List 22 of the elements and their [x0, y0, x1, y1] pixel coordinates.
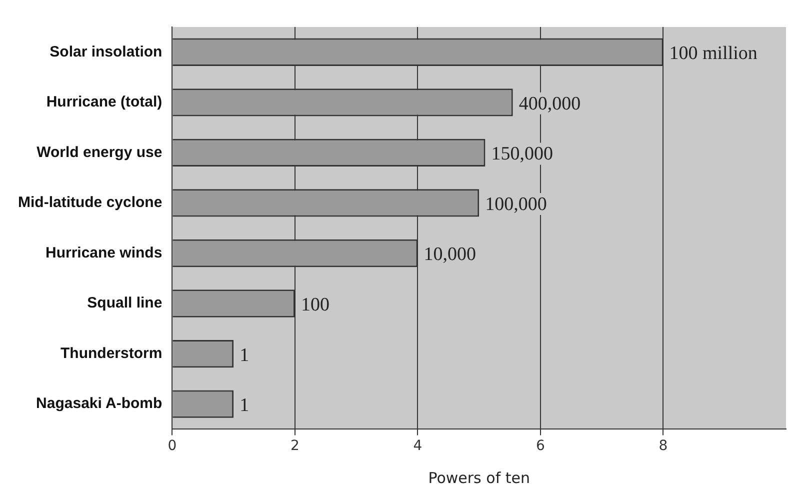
- y-tick-label: Thunderstorm: [60, 344, 162, 362]
- y-tick-label: Nagasaki A-bomb: [36, 395, 162, 412]
- x-tick-label: 8: [658, 438, 668, 454]
- x-axis-title: Powers of ten: [428, 468, 530, 487]
- y-tick-label: Squall line: [87, 294, 162, 312]
- x-tick-label: 4: [413, 438, 422, 454]
- x-tick-label: 0: [168, 438, 177, 454]
- annotation: 100 million: [669, 43, 758, 64]
- annotation: 10,000: [424, 244, 476, 266]
- y-tick-label: Hurricane winds: [45, 244, 162, 262]
- annotation: 1: [240, 395, 250, 416]
- annotation: 100: [300, 294, 330, 316]
- x-tick-label: 6: [536, 438, 546, 454]
- annotation: 400,000: [518, 93, 581, 114]
- annotation: 1: [240, 344, 250, 366]
- annotation: 150,000: [491, 144, 553, 165]
- annotation: 100,000: [485, 194, 547, 215]
- y-tick-label: Solar insolation: [50, 43, 162, 60]
- y-tick-label: Mid-latitude cyclone: [18, 194, 162, 212]
- y-tick-label: World energy use: [36, 144, 162, 161]
- y-tick-label: Hurricane (total): [46, 94, 162, 111]
- x-tick-label: 2: [290, 438, 300, 454]
